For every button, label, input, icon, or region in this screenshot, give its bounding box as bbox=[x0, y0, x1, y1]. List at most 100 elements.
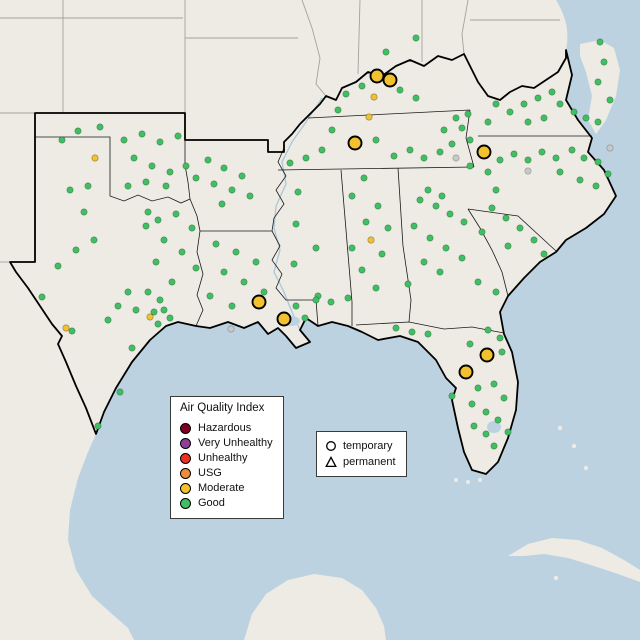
aqi-legend-label: Hazardous bbox=[198, 421, 252, 434]
aqi-legend-label: Good bbox=[198, 496, 225, 509]
station-good bbox=[301, 314, 309, 322]
station-good bbox=[606, 96, 614, 104]
station-good bbox=[594, 78, 602, 86]
station-good bbox=[232, 248, 240, 256]
station-good bbox=[510, 150, 518, 158]
station-good bbox=[162, 182, 170, 190]
station-good bbox=[506, 108, 514, 116]
station-good bbox=[204, 156, 212, 164]
station-good bbox=[540, 114, 548, 122]
station-good bbox=[492, 186, 500, 194]
aqi-legend-item-moderate: Moderate bbox=[180, 481, 273, 496]
station-good bbox=[54, 262, 62, 270]
station-good bbox=[582, 114, 590, 122]
aqi-color-swatch-icon bbox=[180, 422, 191, 434]
station-good bbox=[240, 278, 248, 286]
station-temporary-moderate bbox=[382, 72, 398, 88]
station-good bbox=[556, 100, 564, 108]
station-good bbox=[490, 442, 498, 450]
station-na bbox=[227, 325, 235, 333]
station-good bbox=[516, 224, 524, 232]
aqi-legend-label: Unhealthy bbox=[198, 451, 248, 464]
station-good bbox=[294, 188, 302, 196]
station-good bbox=[374, 202, 382, 210]
station-good bbox=[496, 334, 504, 342]
station-good bbox=[446, 210, 454, 218]
station-good bbox=[484, 326, 492, 334]
station-good bbox=[90, 236, 98, 244]
temporary-circle-icon bbox=[326, 441, 336, 451]
station-good bbox=[138, 130, 146, 138]
small-islands bbox=[454, 425, 589, 581]
yucatan-land bbox=[244, 574, 386, 640]
station-temporary-moderate bbox=[369, 68, 385, 84]
station-temporary-moderate bbox=[458, 364, 474, 380]
station-good bbox=[58, 136, 66, 144]
region-state-borders bbox=[35, 109, 592, 334]
station-good bbox=[474, 278, 482, 286]
station-good bbox=[600, 58, 608, 66]
station-good bbox=[570, 108, 578, 116]
station-good bbox=[464, 110, 472, 118]
station-good bbox=[436, 148, 444, 156]
station-good bbox=[172, 210, 180, 218]
station-good bbox=[238, 172, 246, 180]
station-good bbox=[466, 162, 474, 170]
station-good bbox=[142, 178, 150, 186]
station-good bbox=[327, 298, 335, 306]
station-good bbox=[312, 244, 320, 252]
shape-legend: temporary permanent bbox=[316, 431, 407, 477]
station-good bbox=[144, 288, 152, 296]
shape-legend-item-permanent: permanent bbox=[325, 454, 396, 470]
station-good bbox=[372, 284, 380, 292]
cuba-land bbox=[508, 538, 640, 582]
station-good bbox=[504, 428, 512, 436]
station-good bbox=[548, 88, 556, 96]
station-markers-layer bbox=[38, 34, 614, 450]
aqi-legend-items: Hazardous Very Unhealthy Unhealthy USG Moder… bbox=[180, 421, 273, 511]
station-good bbox=[150, 308, 158, 316]
station-good bbox=[580, 154, 588, 162]
aqi-legend-item-hazardous: Hazardous bbox=[180, 421, 273, 436]
station-moderate bbox=[367, 236, 375, 244]
station-good bbox=[218, 200, 226, 208]
station-good bbox=[484, 168, 492, 176]
station-good bbox=[128, 344, 136, 352]
station-good bbox=[478, 228, 486, 236]
station-good bbox=[80, 208, 88, 216]
station-good bbox=[504, 242, 512, 250]
station-good bbox=[482, 408, 490, 416]
station-na bbox=[452, 154, 460, 162]
station-temporary-moderate bbox=[476, 144, 492, 160]
station-temporary-moderate bbox=[276, 311, 292, 327]
permanent-triangle-icon bbox=[325, 456, 337, 468]
station-good bbox=[210, 180, 218, 188]
station-good bbox=[406, 146, 414, 154]
station-good bbox=[358, 82, 366, 90]
station-good bbox=[448, 140, 456, 148]
mainland-land bbox=[0, 0, 616, 640]
station-good bbox=[416, 196, 424, 204]
station-good bbox=[38, 293, 46, 301]
shape-legend-label: temporary bbox=[343, 439, 393, 452]
aqi-color-swatch-icon bbox=[180, 497, 191, 509]
station-good bbox=[72, 246, 80, 254]
station-good bbox=[490, 380, 498, 388]
station-good bbox=[358, 266, 366, 274]
station-good bbox=[520, 100, 528, 108]
station-good bbox=[148, 162, 156, 170]
station-good bbox=[412, 94, 420, 102]
station-good bbox=[228, 302, 236, 310]
station-good bbox=[424, 186, 432, 194]
station-good bbox=[412, 34, 420, 42]
outside-state-borders bbox=[0, 0, 560, 263]
station-moderate bbox=[91, 154, 99, 162]
aqi-legend-item-very-unhealthy: Very Unhealthy bbox=[180, 436, 273, 451]
aqi-legend-item-good: Good bbox=[180, 496, 273, 511]
station-good bbox=[432, 202, 440, 210]
station-good bbox=[104, 316, 112, 324]
station-good bbox=[168, 278, 176, 286]
station-good bbox=[160, 236, 168, 244]
station-good bbox=[192, 264, 200, 272]
station-moderate bbox=[365, 113, 373, 121]
